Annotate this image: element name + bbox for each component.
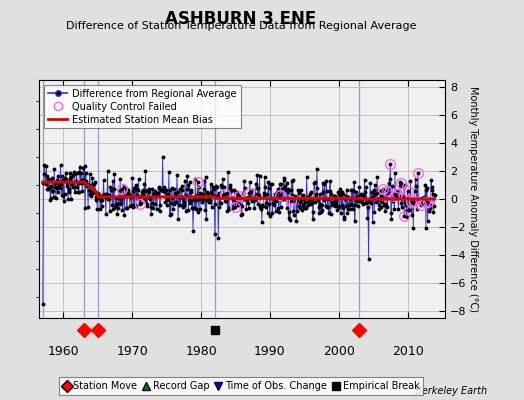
Text: 1980: 1980	[185, 345, 217, 358]
Text: ASHBURN 3 ENE: ASHBURN 3 ENE	[166, 10, 316, 28]
Legend: Difference from Regional Average, Quality Control Failed, Estimated Station Mean: Difference from Regional Average, Qualit…	[44, 85, 241, 128]
Text: 2010: 2010	[391, 345, 423, 358]
Text: 1960: 1960	[48, 345, 79, 358]
Legend: Station Move, Record Gap, Time of Obs. Change, Empirical Break: Station Move, Record Gap, Time of Obs. C…	[59, 377, 423, 395]
Text: 2000: 2000	[323, 345, 355, 358]
Text: 1970: 1970	[116, 345, 148, 358]
Y-axis label: Monthly Temperature Anomaly Difference (°C): Monthly Temperature Anomaly Difference (…	[468, 86, 478, 312]
Text: Berkeley Earth: Berkeley Earth	[415, 386, 487, 396]
Text: 1990: 1990	[254, 345, 286, 358]
Text: Difference of Station Temperature Data from Regional Average: Difference of Station Temperature Data f…	[66, 21, 416, 31]
